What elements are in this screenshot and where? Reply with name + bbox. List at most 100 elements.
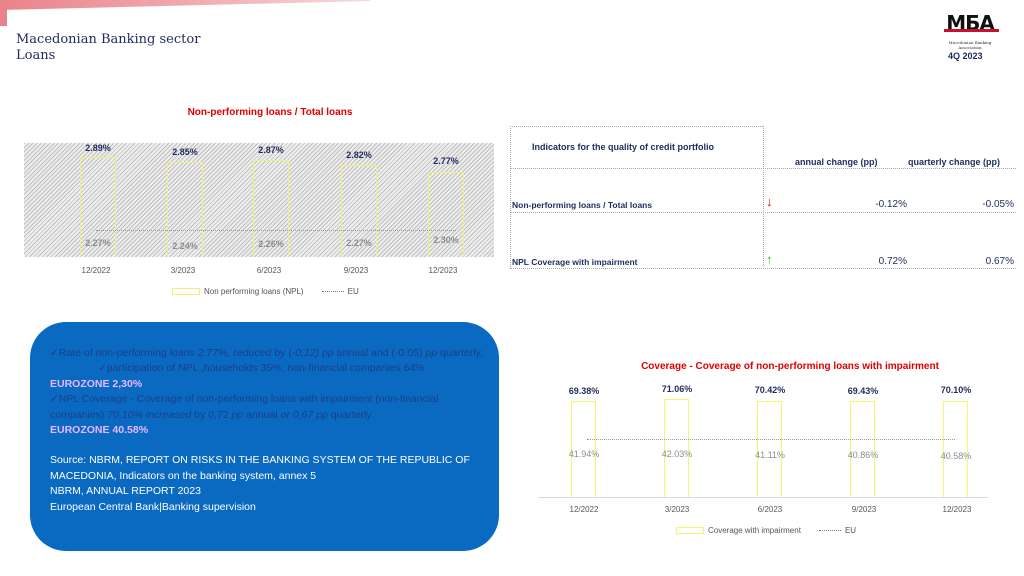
summary-text: ✓Rate of non-performing loans 2.77%, red…	[50, 346, 490, 515]
eu-value-label: 42.03%	[661, 449, 693, 459]
eu-value-label: 41.11%	[755, 450, 785, 460]
indicators-table: Indicators for the quality of credit por…	[510, 126, 1016, 269]
summary-npl-participation: ✓participation of NPL ,households 35%, n…	[98, 362, 425, 375]
top-band-accent	[0, 0, 7, 26]
legend-swatch-npl	[172, 288, 200, 295]
coverage-bar	[757, 401, 782, 497]
source-line-1: Source: NBRM, REPORT ON RISKS IN THE BAN…	[50, 454, 470, 482]
text: quarterly	[327, 408, 372, 421]
eu-trend-line	[587, 439, 955, 440]
table-border	[510, 168, 1016, 169]
text: pp	[425, 347, 438, 359]
npl-chart-title: Non-performing loans / Total loans	[187, 107, 353, 118]
eu-value-label: 2.24%	[172, 241, 198, 251]
arrow-up-icon: ↑	[766, 252, 773, 267]
source-line-3: European Central Bank|Banking supervisio…	[50, 500, 256, 513]
eu-value-label: 40.86%	[847, 450, 879, 460]
coverage-annual-change: 0.72%	[878, 256, 907, 267]
legend-label-npl: Non performing loans (NPL)	[204, 287, 304, 296]
logo-mark: MБA	[946, 11, 995, 35]
source-line-2: NBRM, ANNUAL REPORT 2023	[50, 485, 201, 498]
eu-value-label: 2.27%	[346, 238, 372, 248]
eurozone-coverage: EUROZONE 40.58%	[50, 424, 149, 437]
npl-bar	[167, 162, 203, 257]
spacer	[50, 438, 490, 453]
title-line-2: Loans	[16, 48, 56, 63]
x-axis-label: 12/2023	[942, 505, 972, 514]
text: annual and (-0.05)	[333, 347, 426, 359]
coverage-bar	[943, 401, 968, 497]
x-axis-label: 3/2023	[664, 505, 690, 514]
coverage-bar	[571, 401, 596, 497]
coverage-x-axis	[538, 497, 988, 498]
legend-label-eu: EU	[844, 526, 857, 535]
coverage-chart-title: Coverage - Coverage of non-performing lo…	[641, 361, 939, 372]
text: pp	[231, 408, 244, 421]
text: by 0,72	[191, 408, 232, 421]
text: 2.77%, reduced	[197, 347, 272, 359]
table-border	[510, 126, 763, 127]
text: annual	[243, 408, 281, 421]
table-border	[510, 126, 511, 269]
col-annual-header: annual change (pp)	[795, 157, 878, 167]
coverage-bar	[664, 399, 689, 497]
x-axis-label: 3/2023	[170, 266, 196, 275]
npl-value-label: 2.82%	[346, 150, 372, 160]
npl-quarterly-change: -0.05%	[982, 199, 1014, 210]
coverage-value-label: 71.06%	[661, 384, 693, 394]
summary-npl-rate: ✓Rate of non-performing loans 2.77%, red…	[50, 346, 490, 361]
npl-value-label: 2.87%	[258, 145, 284, 155]
eu-value-label: 2.27%	[85, 238, 111, 248]
x-axis-label: 12/2022	[81, 266, 111, 275]
col-quarterly-header: quarterly change (pp)	[908, 157, 1001, 167]
indicators-title: Indicators for the quality of credit por…	[532, 142, 715, 152]
period-label: 4Q 2023	[948, 51, 983, 61]
x-axis-label: 6/2023	[256, 266, 282, 275]
text: by (	[271, 347, 292, 359]
eu-trend-line	[96, 230, 456, 231]
text: 70,10% increased	[107, 408, 192, 421]
row-label-npl: Non-performing loans / Total loans	[512, 200, 653, 210]
coverage-value-label: 69.43%	[847, 386, 879, 396]
text: quarterly,	[437, 347, 483, 359]
x-axis-label: 12/2023	[428, 266, 458, 275]
npl-chart-legend: Non performing loans (NPL) EU	[172, 287, 359, 296]
arrow-down-icon: ↓	[766, 194, 773, 209]
npl-chart-plot: 2.89% 2.85% 2.87% 2.82% 2.77% 2.27% 2.24…	[24, 143, 494, 257]
table-border	[763, 126, 764, 269]
npl-bar	[80, 157, 116, 257]
x-axis-label: 9/2023	[851, 505, 877, 514]
eu-value-label: 41.94%	[568, 449, 600, 459]
npl-bar	[341, 165, 377, 257]
coverage-quarterly-change: 0.67%	[985, 256, 1014, 267]
coverage-bar	[850, 401, 875, 497]
text: -0,12) pp	[291, 347, 334, 359]
legend-swatch-eu	[321, 291, 344, 292]
legend-swatch-eu	[818, 530, 841, 531]
row-label-coverage: NPL Coverage with impairment	[512, 257, 638, 267]
legend-label-eu: EU	[347, 287, 359, 296]
eu-value-label: 40.58%	[940, 451, 972, 461]
text: or 0,67 pp	[280, 408, 328, 421]
npl-bar	[253, 160, 289, 257]
coverage-value-label: 69.38%	[568, 386, 600, 396]
table-border	[510, 268, 1016, 269]
coverage-value-label: 70.10%	[940, 385, 972, 395]
logo-subtitle: Macedonian Banking Association	[948, 40, 992, 50]
table-border	[510, 212, 1016, 213]
title-line-1: Macedonian Banking sector	[16, 32, 201, 47]
top-gradient-band	[0, 0, 370, 10]
text: ✓NPL Coverage - Coverage of non-performi…	[50, 393, 439, 421]
page-title: Macedonian Banking sector Loans	[16, 32, 200, 64]
x-axis-label: 6/2023	[757, 505, 783, 514]
npl-annual-change: -0.12%	[875, 199, 907, 210]
npl-value-label: 2.77%	[433, 156, 459, 166]
coverage-value-label: 70.42%	[754, 385, 786, 395]
logo-red-line	[944, 29, 999, 32]
eu-value-label: 2.30%	[433, 235, 459, 245]
eu-value-label: 2.26%	[258, 239, 284, 249]
legend-swatch-coverage	[676, 527, 704, 534]
eurozone-npl: EUROZONE 2,30%	[50, 377, 143, 390]
text: ✓Rate of non-performing loans	[50, 347, 198, 359]
npl-value-label: 2.85%	[172, 147, 198, 157]
